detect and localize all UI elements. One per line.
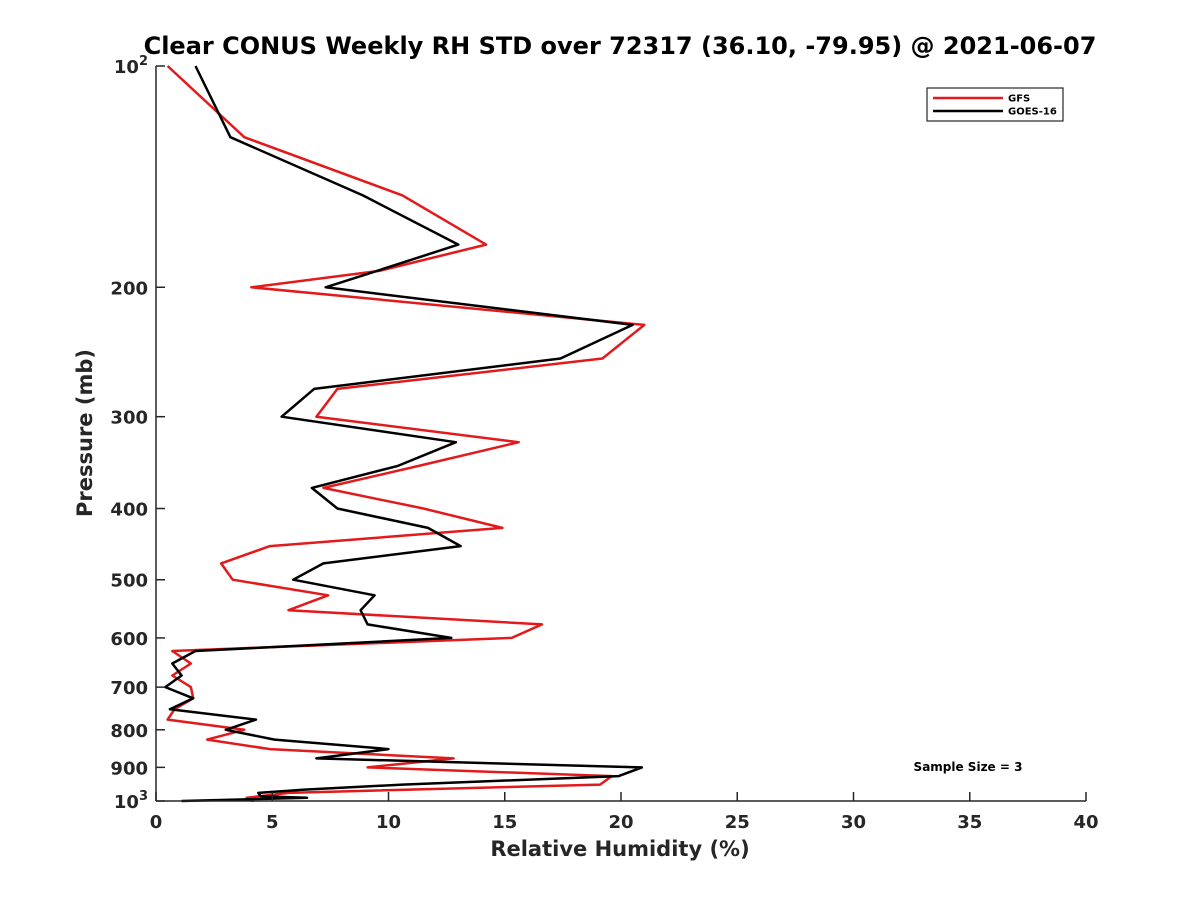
x-tick-label: 10 [376, 812, 401, 833]
y-ticks: 102 200 300 400 500 600 700 800 900 103 [110, 54, 165, 813]
y-tick-label: 700 [110, 678, 148, 699]
x-tick-label: 35 [957, 812, 982, 833]
y-tick-label: 800 [110, 721, 148, 742]
x-tick-label: 30 [841, 812, 866, 833]
sample-size-annotation: Sample Size = 3 [914, 760, 1023, 774]
x-axis-label: Relative Humidity (%) [490, 837, 749, 861]
x-tick-label: 0 [150, 812, 163, 833]
y-axis-label: Pressure (mb) [73, 349, 97, 517]
legend: GFS GOES-16 [926, 87, 1064, 122]
plot-lines [164, 65, 646, 803]
x-tick-label: 5 [266, 812, 279, 833]
x-tick-label: 25 [725, 812, 750, 833]
chart-title: Clear CONUS Weekly RH STD over 72317 (36… [144, 32, 1097, 60]
series-line-gfs [166, 65, 646, 803]
y-tick-label: 102 [114, 54, 148, 78]
x-tick-label: 40 [1073, 812, 1098, 833]
y-tick-label: 300 [110, 408, 148, 429]
y-tick-label: 200 [110, 278, 148, 299]
x-tick-label: 15 [492, 812, 517, 833]
y-tick-label: 400 [110, 500, 148, 521]
legend-label-goes16: GOES-16 [1008, 107, 1057, 118]
series-line-goes16 [164, 65, 644, 803]
y-tick-label: 103 [114, 789, 148, 813]
y-tick-label: 900 [110, 758, 148, 779]
legend-label-gfs: GFS [1008, 94, 1030, 105]
x-ticks: 0 5 10 15 20 25 30 35 40 [150, 792, 1099, 833]
x-tick-label: 20 [608, 812, 633, 833]
legend-box [926, 87, 1064, 122]
y-tick-label: 600 [110, 629, 148, 650]
y-tick-label: 500 [110, 571, 148, 592]
